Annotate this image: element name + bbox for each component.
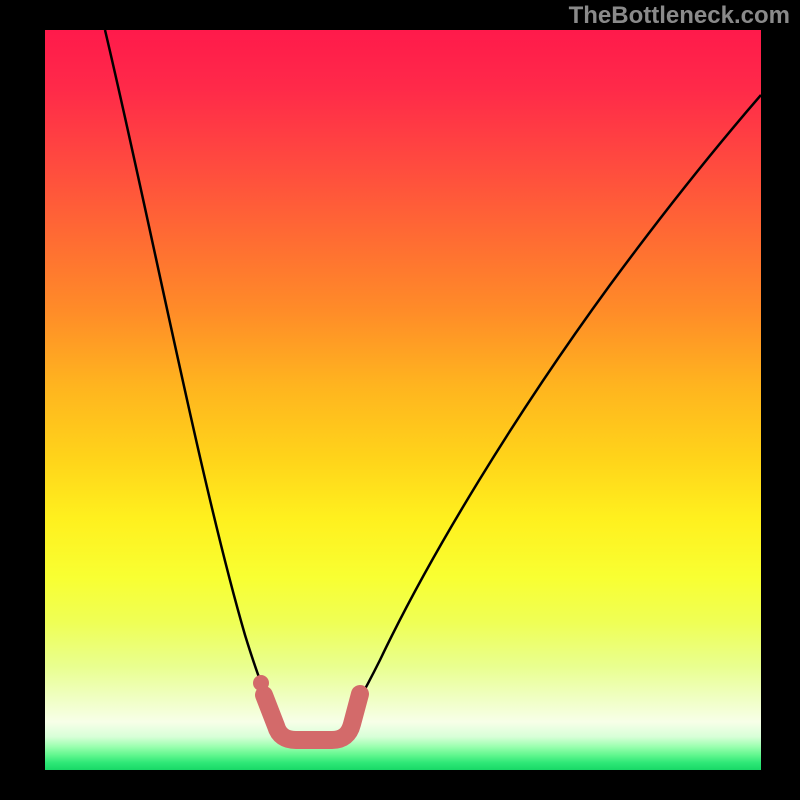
bottleneck-chart-svg <box>0 0 800 800</box>
plot-background <box>45 30 761 770</box>
highlight-dot <box>253 675 269 691</box>
chart-canvas: TheBottleneck.com <box>0 0 800 800</box>
